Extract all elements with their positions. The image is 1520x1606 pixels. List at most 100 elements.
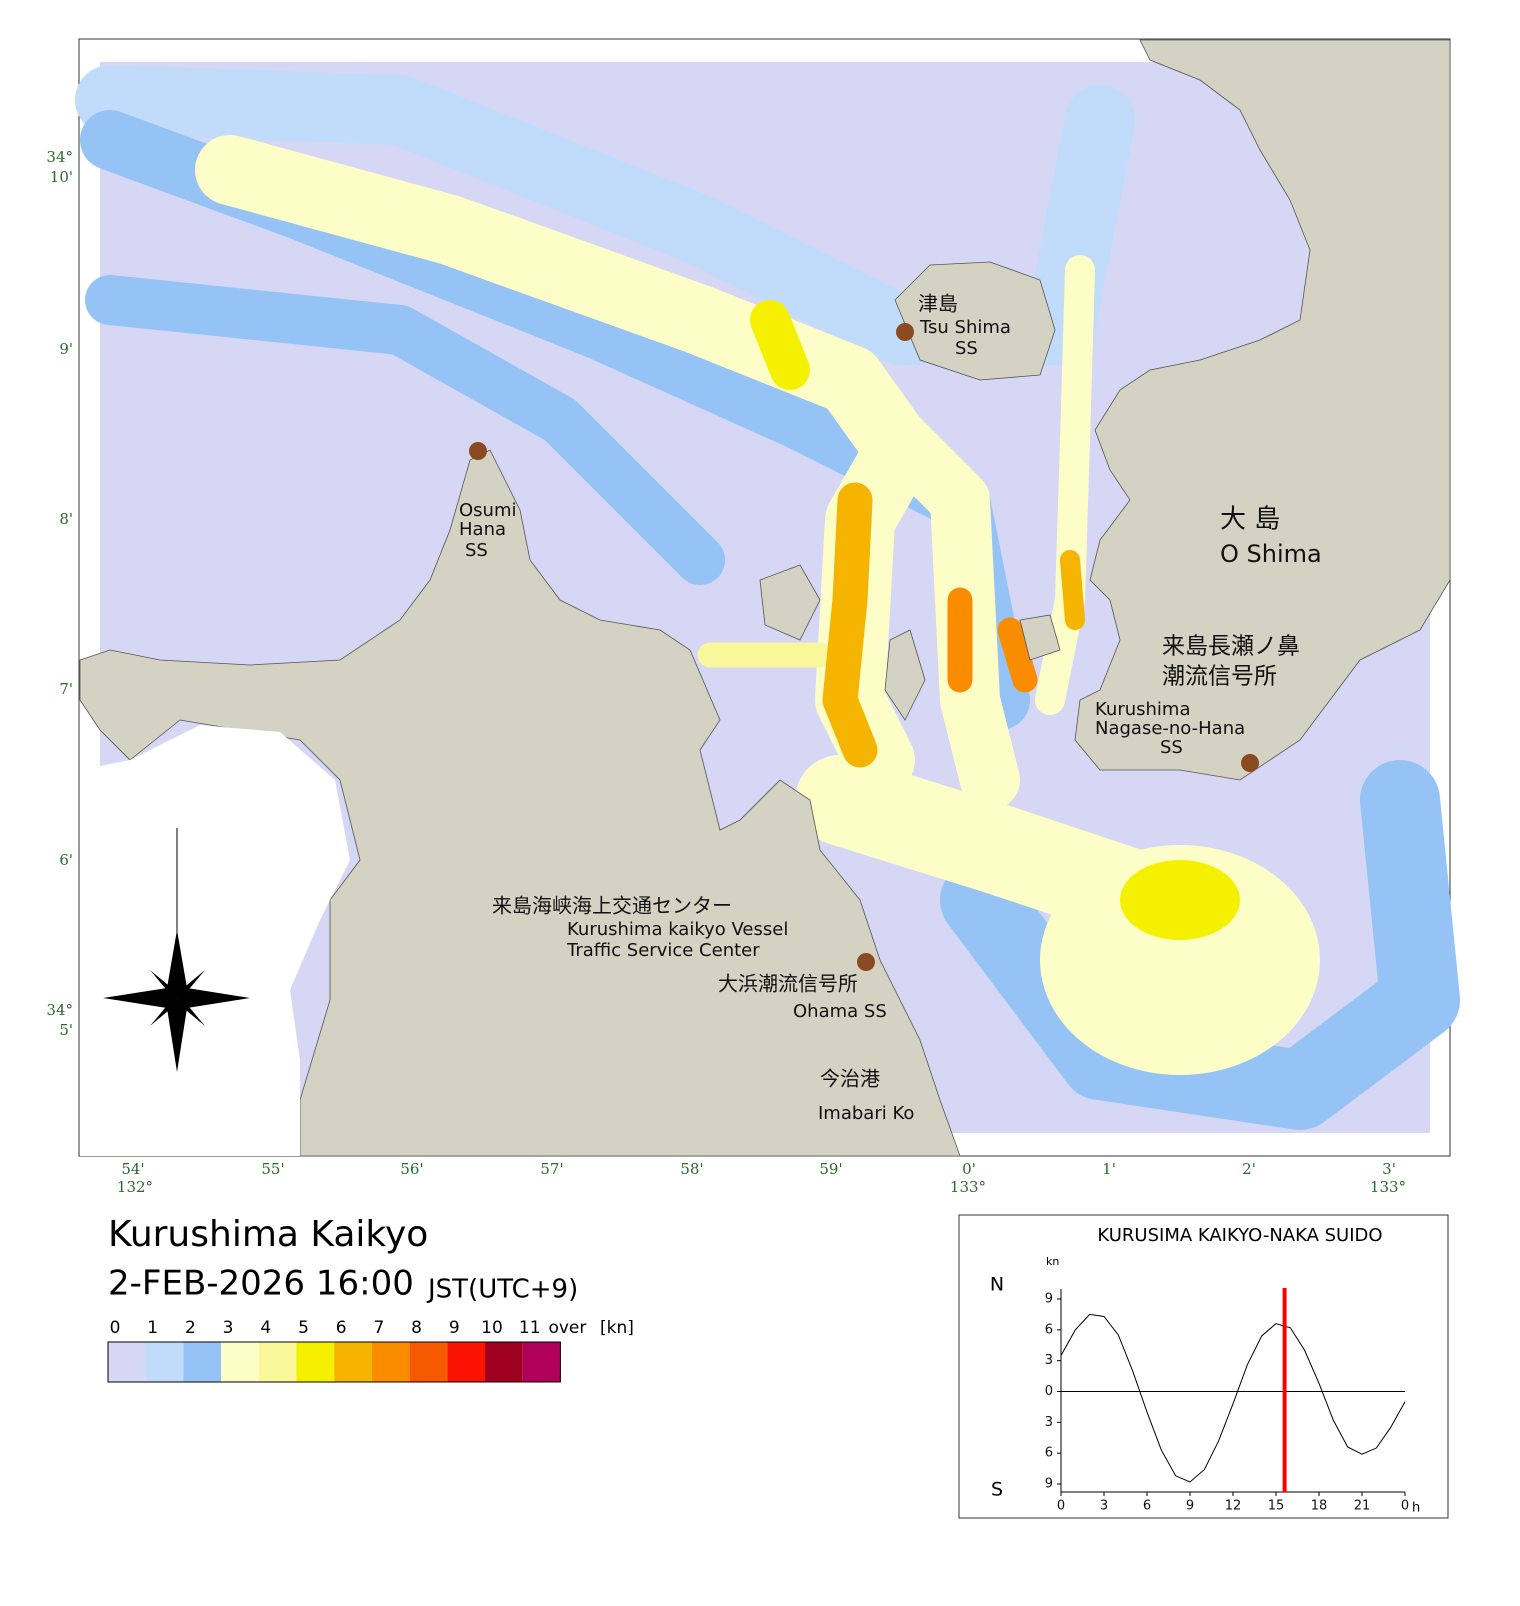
place-label: 大浜潮流信号所 — [718, 972, 858, 996]
legend-label: 5 — [298, 1318, 309, 1338]
current-field — [1120, 860, 1240, 940]
place-label: SS — [1160, 737, 1183, 758]
lat-label: 5' — [59, 1021, 73, 1039]
legend-border — [107, 1341, 561, 1383]
lat-label: 6' — [59, 851, 73, 869]
legend-swatch — [485, 1342, 523, 1382]
lon-label: 57' — [540, 1160, 563, 1178]
legend-label: 6 — [336, 1318, 347, 1338]
legend-label: 7 — [373, 1318, 384, 1338]
y-tick-label: 6 — [1045, 1446, 1053, 1461]
x-tick-label: 15 — [1268, 1499, 1285, 1514]
x-tick-label: 6 — [1143, 1499, 1151, 1514]
legend-unit: [kn] — [600, 1318, 634, 1338]
lon-label: 56' — [400, 1160, 423, 1178]
legend-label: 4 — [260, 1318, 271, 1338]
y-tick-label: 6 — [1045, 1322, 1053, 1337]
compass — [103, 828, 250, 1072]
lon-label: 3' — [1382, 1160, 1396, 1178]
lon-label: 133° — [950, 1178, 986, 1196]
lat-label: 10' — [50, 168, 73, 186]
place-label: Kurushima kaikyo Vessel — [567, 919, 788, 940]
legend-label: 1 — [147, 1318, 158, 1338]
legend-label: 3 — [223, 1318, 234, 1338]
place-label: Hana — [459, 519, 506, 540]
legend-label: 11 — [519, 1318, 541, 1338]
legend-swatch — [145, 1342, 184, 1382]
x-tick-label: 18 — [1311, 1499, 1328, 1514]
legend-label: over — [548, 1318, 586, 1338]
legend-swatch — [334, 1342, 372, 1382]
lat-labels: 34° 10' 9' 8' 7' 6' 34° 5' — [46, 148, 73, 1039]
place-label: Kurushima — [1095, 699, 1190, 720]
x-tick-label: 9 — [1186, 1499, 1194, 1514]
lon-label: 59' — [819, 1160, 842, 1178]
lon-label: 132° — [117, 1178, 153, 1196]
place-label: SS — [465, 540, 488, 561]
place-label: 来島海峡海上交通センター — [492, 894, 732, 918]
y-tick-label: 3 — [1045, 1415, 1053, 1430]
station-markers — [469, 323, 1259, 971]
place-label: SS — [955, 338, 978, 359]
x-tick-label: 3 — [1100, 1499, 1108, 1514]
lon-label: 55' — [261, 1160, 284, 1178]
timezone: JST(UTC+9) — [426, 1275, 578, 1305]
x-tick-label: 0 — [1401, 1499, 1409, 1514]
lon-labels: 54' 132° 55' 56' 57' 58' 59' 0' 133° 1' … — [117, 1160, 1406, 1196]
datetime: 2-FEB-2026 16:00 — [108, 1264, 414, 1304]
chart-title: KURUSIMA KAIKYO-NAKA SUIDO — [1097, 1225, 1382, 1246]
x-tick-label: 21 — [1354, 1499, 1371, 1514]
lon-label: 0' — [962, 1160, 976, 1178]
y-tick-label: 9 — [1045, 1477, 1053, 1492]
legend-swatch — [447, 1342, 485, 1382]
legend-swatch — [409, 1342, 448, 1382]
current-field — [75, 65, 1460, 1130]
land — [79, 39, 1451, 1157]
x-unit: h — [1412, 1501, 1420, 1516]
place-labels: 津島 Tsu Shima SS Osumi Hana SS 大 島 O Shim… — [459, 292, 1322, 1125]
place-label: Traffic Service Center — [566, 940, 760, 961]
legend-swatch — [296, 1342, 335, 1382]
lon-label: 133° — [1370, 1178, 1406, 1196]
y-tick-label: 9 — [1045, 1292, 1053, 1307]
place-label: Nagase-no-Hana — [1095, 718, 1245, 739]
legend: 0 1 2 3 4 5 6 7 8 9 10 11 over [kn] — [107, 1318, 634, 1383]
place-label: 津島 — [918, 292, 958, 316]
place-label: O Shima — [1220, 540, 1322, 568]
legend-swatch — [371, 1342, 410, 1382]
legend-swatch — [522, 1342, 561, 1382]
north-label: N — [990, 1274, 1004, 1296]
lat-label: 34° — [46, 1001, 73, 1019]
legend-label: 8 — [411, 1318, 422, 1338]
legend-label: 10 — [481, 1318, 503, 1338]
lon-label: 58' — [680, 1160, 703, 1178]
chart-frame — [958, 1214, 1449, 1519]
lat-label: 8' — [59, 510, 73, 528]
lat-label: 7' — [59, 680, 73, 698]
legend-label: 0 — [110, 1318, 121, 1338]
y-tick-label: 3 — [1045, 1353, 1053, 1368]
legend-label: 2 — [185, 1318, 196, 1338]
legend-swatch — [258, 1342, 297, 1382]
tide-curve — [1060, 1313, 1406, 1483]
place-label: Ohama SS — [793, 1001, 887, 1022]
title: Kurushima Kaikyo — [108, 1214, 428, 1255]
lat-label: 34° — [46, 148, 73, 166]
lon-label: 54' — [121, 1160, 144, 1178]
south-label: S — [991, 1479, 1003, 1501]
lon-label: 1' — [1102, 1160, 1116, 1178]
y-tick-label: 0 — [1045, 1384, 1053, 1399]
lat-label: 9' — [59, 340, 73, 358]
place-label: 大 島 — [1220, 505, 1280, 535]
x-tick-label: 0 — [1057, 1499, 1065, 1514]
place-label: 潮流信号所 — [1162, 664, 1277, 690]
y-unit: kn — [1046, 1255, 1059, 1268]
x-tick-label: 12 — [1225, 1499, 1242, 1514]
place-label: 来島長瀬ノ鼻 — [1162, 634, 1300, 660]
place-label: Tsu Shima — [919, 317, 1011, 338]
legend-swatch — [221, 1342, 259, 1382]
tide-chart: KURUSIMA KAIKYO-NAKA SUIDO kn N S h 9 6 3 0… — [958, 1214, 1449, 1519]
legend-swatch — [108, 1342, 146, 1382]
place-label: 今治港 — [820, 1067, 880, 1091]
